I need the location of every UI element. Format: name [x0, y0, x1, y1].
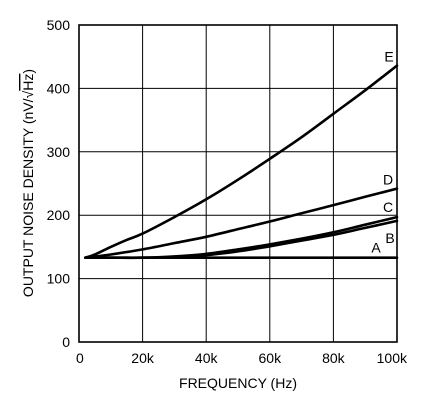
grid-lines — [79, 25, 397, 342]
y-tick-labels: 0 100 200 300 400 500 — [47, 17, 71, 350]
series-line-d — [84, 187, 399, 259]
y-axis-title-radicand: Hz — [20, 74, 36, 91]
series-label-c: C — [383, 199, 393, 215]
x-tick-label: 100k — [377, 350, 408, 366]
series-label-d: D — [383, 172, 393, 188]
plot-frame — [78, 24, 398, 343]
x-axis-title: FREQUENCY (Hz) — [179, 375, 297, 391]
y-tick-label: 500 — [47, 17, 71, 33]
series-label-a: A — [371, 240, 381, 256]
y-axis-title-radical: √ — [20, 90, 36, 98]
y-axis-title-prefix: OUTPUT NOISE DENSITY (nV/ — [20, 98, 36, 297]
y-tick-label: 0 — [62, 334, 70, 350]
x-tick-label: 20k — [131, 350, 155, 366]
series-label-e: E — [384, 49, 393, 65]
y-tick-label: 100 — [47, 271, 71, 287]
y-tick-label: 200 — [47, 207, 71, 223]
x-tick-labels: 0 20k 40k 60k 80k 100k — [76, 350, 408, 366]
series-lines — [84, 64, 399, 260]
series-line-e — [84, 64, 399, 259]
series-line-c — [84, 215, 399, 260]
y-axis-title: OUTPUT NOISE DENSITY (nV/√Hz) — [20, 69, 36, 297]
series-label-b: B — [385, 230, 394, 246]
y-tick-label: 400 — [47, 80, 71, 96]
x-tick-label: 60k — [259, 350, 283, 366]
x-tick-label: 0 — [76, 350, 84, 366]
y-tick-label: 300 — [47, 144, 71, 160]
y-axis-title-suffix: ) — [20, 69, 36, 74]
x-tick-label: 40k — [195, 350, 219, 366]
x-tick-label: 80k — [322, 350, 346, 366]
